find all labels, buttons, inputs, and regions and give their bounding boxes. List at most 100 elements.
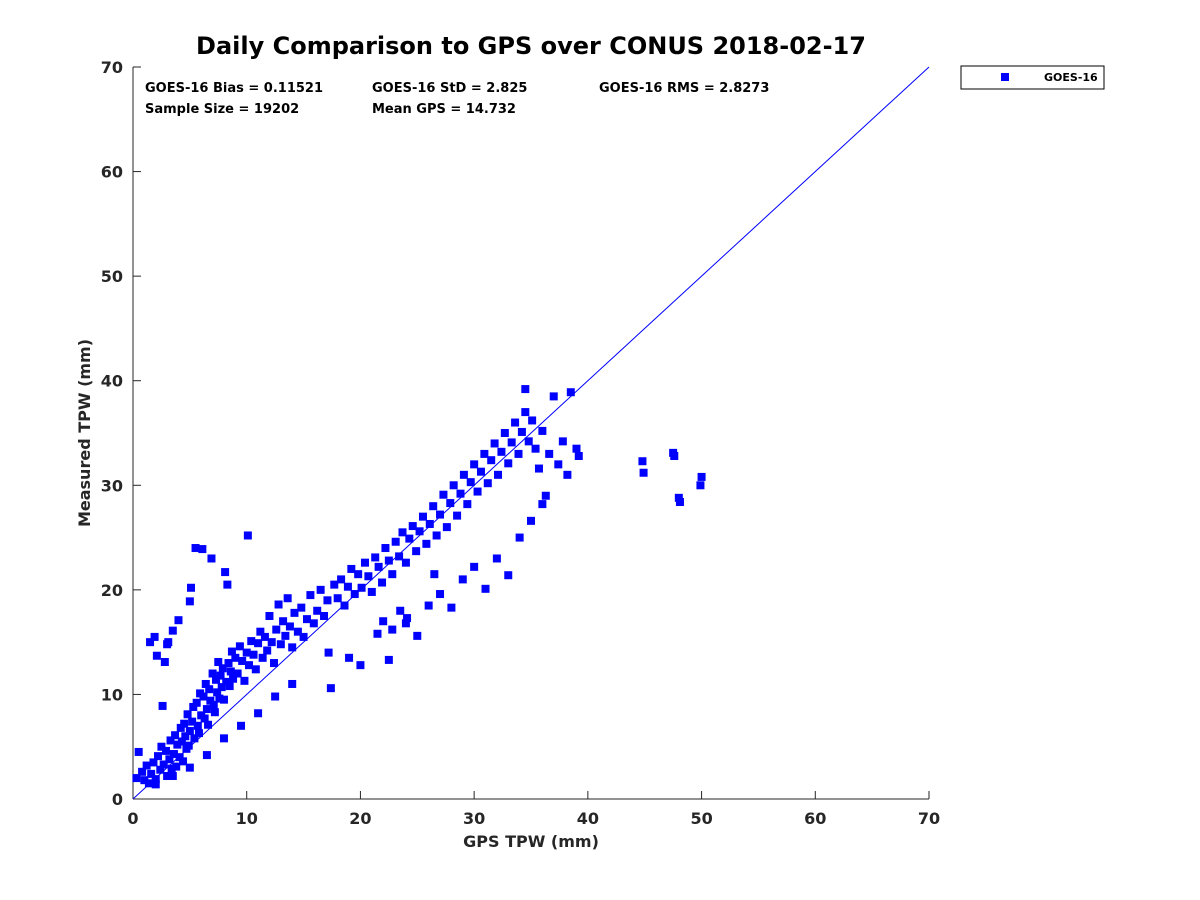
data-point (226, 667, 235, 676)
data-point (439, 490, 448, 499)
data-point (554, 460, 563, 469)
data-point (378, 578, 387, 587)
data-point (405, 534, 414, 543)
data-point (192, 698, 201, 707)
data-point (249, 650, 258, 659)
data-point (185, 597, 194, 606)
data-point (670, 452, 679, 461)
data-point (290, 608, 299, 617)
data-point (216, 671, 225, 680)
data-point (487, 456, 496, 465)
data-point (490, 439, 499, 448)
data-point (357, 583, 366, 592)
data-point (185, 763, 194, 772)
data-point (395, 552, 404, 561)
data-point (388, 570, 397, 579)
data-point (231, 653, 240, 662)
data-point (169, 750, 178, 759)
data-point (168, 626, 177, 635)
data-point (274, 600, 283, 609)
data-point (413, 631, 422, 640)
data-point (507, 438, 516, 447)
data-point (429, 502, 438, 511)
data-point (538, 426, 547, 435)
data-point (330, 580, 339, 589)
data-point (227, 647, 236, 656)
data-point (209, 700, 218, 709)
chart-title: Daily Comparison to GPS over CONUS 2018-… (196, 32, 866, 60)
data-point (219, 695, 228, 704)
data-point (208, 669, 217, 678)
data-point (517, 427, 526, 436)
data-point (572, 444, 581, 453)
data-point (343, 582, 352, 591)
data-point (168, 771, 177, 780)
data-point (271, 692, 280, 701)
data-point (453, 511, 462, 520)
data-point (161, 746, 170, 755)
data-point (371, 553, 380, 562)
data-point (179, 757, 188, 766)
data-point (511, 418, 520, 427)
stat-rms: GOES-16 RMS = 2.8273 (599, 81, 769, 96)
data-point (157, 742, 166, 751)
data-point (152, 651, 161, 660)
data-point (218, 664, 227, 673)
data-point (541, 491, 550, 500)
data-point (558, 437, 567, 446)
data-point (193, 721, 202, 730)
data-point (200, 714, 209, 723)
data-point (521, 385, 530, 394)
data-point (337, 575, 346, 584)
data-point (424, 601, 433, 610)
data-point (481, 584, 490, 593)
data-point (326, 684, 335, 693)
data-point (398, 528, 407, 537)
data-point (470, 460, 479, 469)
data-point (223, 580, 232, 589)
data-point (323, 596, 332, 605)
data-point (316, 585, 325, 594)
data-point (293, 627, 302, 636)
data-point (233, 669, 242, 678)
data-point (384, 655, 393, 664)
data-point (500, 429, 509, 437)
y-tick-label: 40 (101, 372, 123, 391)
data-point (256, 627, 265, 636)
data-point (347, 564, 356, 573)
data-point (320, 612, 329, 620)
data-point (515, 533, 524, 542)
stat-bias: GOES-16 Bias = 0.11521 (145, 81, 323, 96)
data-point (360, 558, 369, 567)
data-point (396, 606, 405, 615)
legend: GOES-16 (960, 65, 1105, 90)
data-point (210, 708, 219, 717)
data-point (180, 719, 189, 728)
data-point (638, 457, 647, 466)
data-point (138, 767, 147, 776)
data-point (373, 629, 382, 638)
data-point (184, 741, 193, 750)
data-point (207, 554, 216, 563)
data-point (177, 737, 186, 746)
data-point (364, 572, 373, 581)
data-point (260, 632, 269, 641)
reference-line-group (132, 66, 930, 800)
data-point (639, 468, 648, 477)
data-point (186, 583, 195, 592)
data-point (221, 568, 230, 577)
data-point (497, 447, 506, 456)
data-point (333, 594, 342, 603)
data-point (265, 612, 274, 620)
axes: 0 10 20 30 40 50 60 70 0 10 20 30 40 50 60 70 (101, 58, 940, 828)
data-point (202, 705, 211, 714)
data-point (281, 631, 290, 640)
data-point (146, 638, 155, 647)
data-point (144, 779, 153, 788)
data-point (436, 510, 445, 519)
data-point (675, 498, 684, 507)
data-point (504, 459, 513, 468)
data-point (483, 479, 492, 488)
data-point (534, 464, 543, 473)
data-point (151, 780, 160, 789)
